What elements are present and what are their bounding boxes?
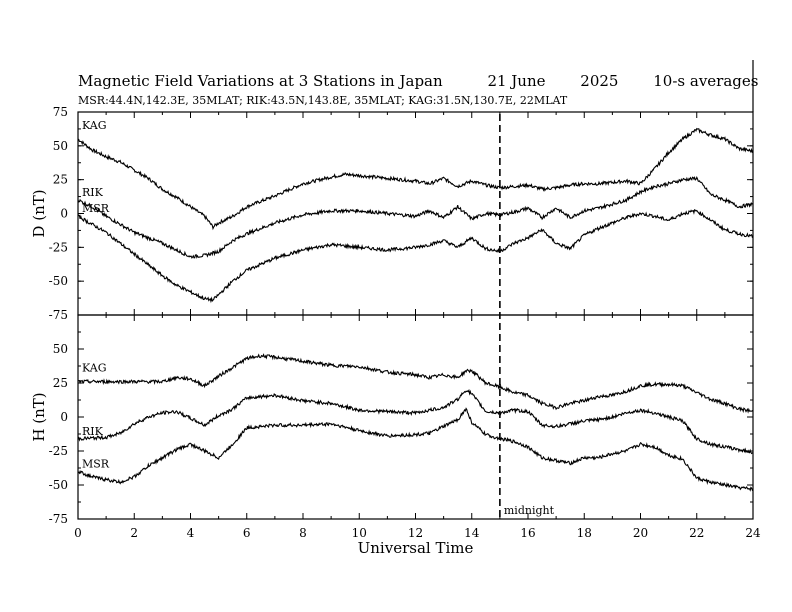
series-label-rik-bottom: RIK: [82, 425, 104, 438]
series-line-msr-top: [77, 208, 754, 304]
series-line-kag-bottom: [77, 353, 754, 414]
y-tick-label-bottom: -50: [49, 478, 68, 492]
y-tick-label-top: -75: [49, 308, 68, 322]
series-line-rik-top: [77, 175, 753, 259]
title-text: Magnetic Field Variations at 3 Stations …: [78, 72, 443, 90]
x-tick-label: 10: [352, 526, 367, 540]
x-tick-label: 24: [745, 526, 761, 540]
y-tick-label-bottom: 0: [60, 410, 68, 424]
series-label-rik-top: RIK: [82, 186, 104, 199]
series-label-msr-top: MSR: [82, 202, 110, 215]
y-tick-label-top: -25: [49, 240, 68, 254]
x-tick-label: 8: [299, 526, 307, 540]
x-tick-label: 22: [689, 526, 704, 540]
y-tick-label-bottom: -25: [49, 444, 68, 458]
y-tick-label-bottom: 50: [53, 342, 68, 356]
x-tick-label: 2: [130, 526, 138, 540]
y-tick-label-top: 25: [53, 173, 68, 187]
midnight-label: midnight: [504, 504, 555, 517]
x-tick-label: 20: [633, 526, 648, 540]
y-tick-label-top: 50: [53, 139, 68, 153]
series-line-rik-bottom: [77, 388, 754, 455]
x-axis-label: Universal Time: [358, 539, 474, 557]
x-tick-label: 6: [243, 526, 251, 540]
panel-frame-top: [77, 111, 754, 316]
title-year: 2025: [580, 72, 619, 90]
stations-subtitle: MSR:44.4N,142.3E, 35MLAT; RIK:43.5N,143.…: [78, 94, 568, 107]
y-tick-label-bottom: 25: [53, 376, 68, 390]
x-tick-label: 18: [577, 526, 592, 540]
series-label-msr-bottom: MSR: [82, 457, 110, 470]
x-tick-label: 16: [520, 526, 535, 540]
y-tick-label-bottom: -75: [49, 512, 68, 526]
x-tick-label: 12: [408, 526, 423, 540]
x-tick-label: 4: [187, 526, 195, 540]
y-axis-label-bottom: H (nT): [30, 392, 48, 441]
series-line-kag-top: [77, 127, 754, 231]
series-line-msr-bottom: [77, 407, 754, 492]
y-axis-label-top: D (nT): [30, 189, 48, 237]
title-averaging: 10-s averages: [653, 72, 759, 90]
y-tick-label-top: -50: [49, 274, 68, 288]
series-label-kag-bottom: KAG: [82, 362, 107, 375]
title-date: 21 June: [487, 72, 546, 90]
x-tick-label: 14: [464, 526, 480, 540]
panel-frame-bottom: [77, 314, 754, 520]
chart-title: Magnetic Field Variations at 3 Stations …: [78, 72, 758, 90]
y-tick-label-top: 75: [53, 105, 68, 119]
series-label-kag-top: KAG: [82, 119, 107, 132]
y-tick-label-top: 0: [60, 207, 68, 221]
x-tick-label: 0: [74, 526, 82, 540]
